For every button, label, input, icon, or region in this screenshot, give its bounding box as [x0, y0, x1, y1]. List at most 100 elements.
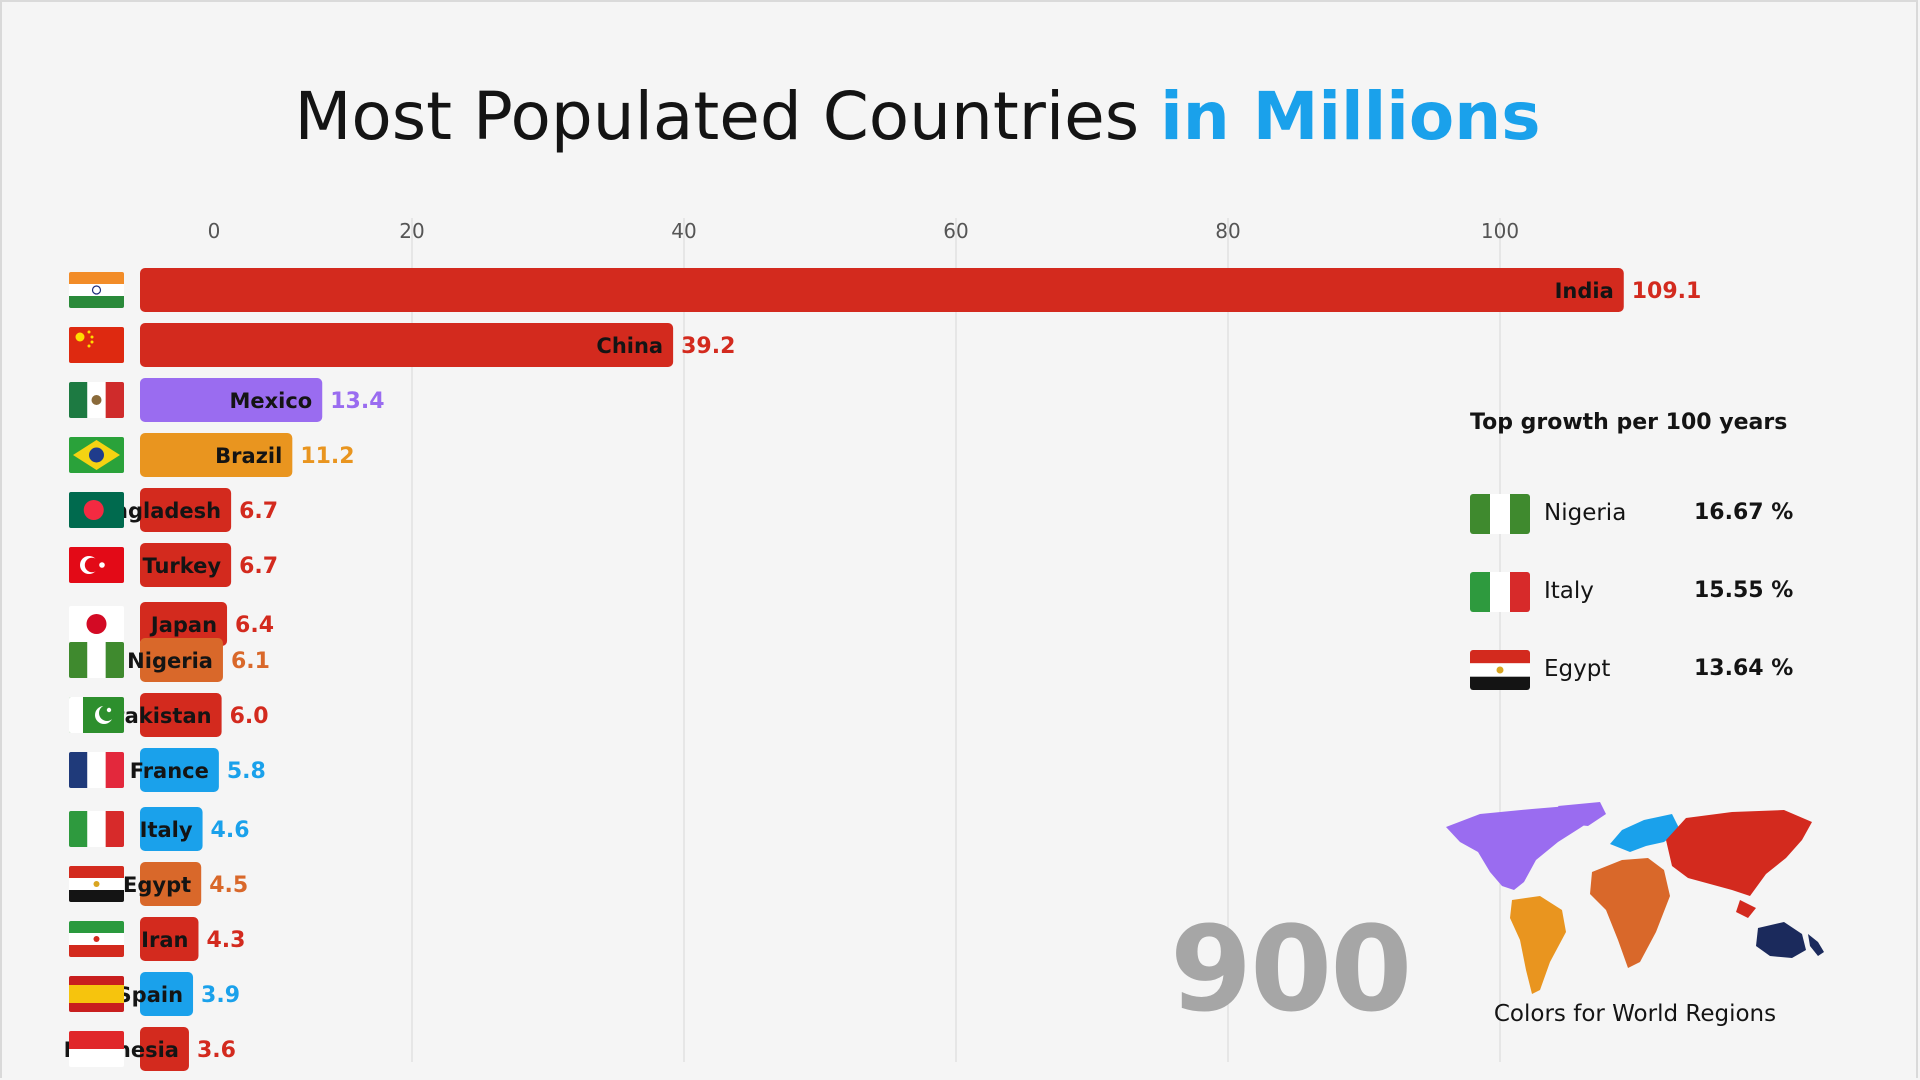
bar-mexico: Mexico 13.4: [140, 378, 385, 422]
bar-value-label: 6.4: [235, 613, 274, 638]
bar-rect: [140, 602, 228, 646]
world-map-icon: [1440, 800, 1840, 1030]
france-flag-icon: [69, 752, 124, 788]
bar-value-label: 11.2: [300, 444, 354, 469]
grid-lines: [411, 218, 1501, 1062]
bar-spain: Spain 3.9: [117, 972, 240, 1016]
bar-rect: [140, 972, 194, 1016]
bar-value-label: 4.6: [211, 818, 250, 843]
bar-rect: [140, 748, 219, 792]
bar-category-label: China: [596, 334, 663, 358]
bar-category-label: Pakistan: [110, 704, 212, 728]
x-tick-label: 20: [399, 219, 424, 243]
indonesia-flag-icon: [69, 1031, 124, 1067]
x-tick-label: 100: [1481, 219, 1519, 243]
japan-flag-icon: [69, 606, 124, 642]
india-flag-icon: [69, 272, 124, 308]
china-flag-icon: [69, 327, 124, 363]
bar-china: China 39.2: [140, 323, 735, 367]
title-accent: in Millions: [1160, 78, 1541, 155]
growth-row-italy: Italy 15.55 %: [1470, 572, 1800, 612]
growth-value: 16.67 %: [1694, 500, 1794, 525]
bar-rect: [140, 378, 323, 422]
growth-row-nigeria: Nigeria 16.67 %: [1470, 494, 1800, 534]
bar-rect: [140, 807, 203, 851]
bar-category-label: Egypt: [123, 873, 191, 897]
bar-category-label: Italy: [140, 818, 193, 842]
bar-category-label: Nigeria: [127, 649, 213, 673]
bar-egypt: Egypt 4.5: [123, 862, 248, 906]
iran-flag-icon: [69, 921, 124, 957]
bar-rect: [140, 543, 232, 587]
nigeria-flag-icon: [1470, 494, 1530, 534]
bar-value-label: 5.8: [227, 759, 266, 784]
italy-flag-icon: [1470, 572, 1530, 612]
bar-brazil: Brazil 11.2: [140, 433, 355, 477]
bar-india: India 109.1: [140, 268, 1701, 312]
bar-rect: [140, 323, 674, 367]
mexico-flag-icon: [69, 382, 124, 418]
bar-category-label: Spain: [117, 983, 183, 1007]
bar-value-label: 13.4: [330, 389, 384, 414]
x-tick-label: 80: [1215, 219, 1240, 243]
bar-italy: Italy 4.6: [140, 807, 250, 851]
bar-turkey: Turkey 6.7: [140, 543, 278, 587]
year-counter: 900: [1170, 900, 1412, 1038]
bar-value-label: 6.1: [231, 649, 270, 674]
growth-name: Nigeria: [1544, 500, 1627, 526]
x-tick-label: 40: [671, 219, 696, 243]
bar-rect: [140, 917, 199, 961]
bar-value-label: 3.9: [201, 983, 240, 1008]
spain-flag-icon: [69, 976, 124, 1012]
bar-category-label: Mexico: [229, 389, 312, 413]
egypt-flag-icon: [1470, 650, 1530, 690]
bar-category-label: India: [1555, 279, 1614, 303]
chart-title: Most Populated Countries in Millions: [0, 78, 1835, 155]
bar-rect: [140, 268, 1624, 312]
bar-category-label: France: [130, 759, 209, 783]
bar-rect: [140, 1027, 189, 1071]
bar-category-label: Japan: [149, 613, 217, 637]
bar-rect: [140, 693, 222, 737]
bar-france: France 5.8: [130, 748, 266, 792]
turkey-flag-icon: [69, 547, 124, 583]
bar-nigeria: Nigeria 6.1: [127, 638, 270, 682]
growth-name: Egypt: [1544, 656, 1611, 682]
italy-flag-icon: [69, 811, 124, 847]
x-tick-label: 60: [943, 219, 968, 243]
bar-iran: Iran 4.3: [140, 917, 245, 961]
growth-value: 15.55 %: [1694, 578, 1794, 603]
bar-value-label: 4.3: [206, 928, 245, 953]
bar-rect: [140, 862, 202, 906]
bar-rect: [140, 488, 232, 532]
bar-category-label: Brazil: [215, 444, 282, 468]
bar-japan: Japan 6.4: [140, 602, 274, 646]
bar-value-label: 3.6: [197, 1038, 236, 1063]
bar-value-label: 6.7: [239, 554, 278, 579]
title-main: Most Populated Countries: [294, 78, 1140, 155]
pakistan-flag-icon: [69, 697, 124, 733]
growth-row-egypt: Egypt 13.64 %: [1470, 650, 1800, 690]
x-axis-ticks: 0 20 40 60 80 100: [208, 219, 1519, 243]
bar-rect: [140, 433, 293, 477]
bar-category-label: Turkey: [142, 554, 221, 578]
bar-category-label: Iran: [141, 928, 188, 952]
brazil-flag-icon: [69, 437, 124, 473]
growth-name: Italy: [1544, 578, 1594, 604]
map-caption: Colors for World Regions: [1493, 1001, 1777, 1027]
nigeria-flag-icon: [69, 642, 124, 678]
bangladesh-flag-icon: [69, 492, 124, 528]
growth-value: 13.64 %: [1694, 656, 1794, 681]
bar-value-label: 6.7: [239, 499, 278, 524]
growth-panel: Top growth per 100 years Nigeria 16.67 %…: [1470, 410, 1810, 690]
x-tick-label: 0: [208, 219, 221, 243]
flag-column: [69, 272, 124, 1067]
bar-value-label: 39.2: [681, 334, 735, 359]
growth-title: Top growth per 100 years: [1470, 410, 1788, 435]
bar-value-label: 4.5: [209, 873, 248, 898]
bar-pakistan: Pakistan 6.0: [110, 693, 269, 737]
bar-value-label: 109.1: [1632, 279, 1702, 304]
bar-rect: [140, 638, 223, 682]
egypt-flag-icon: [69, 866, 124, 902]
